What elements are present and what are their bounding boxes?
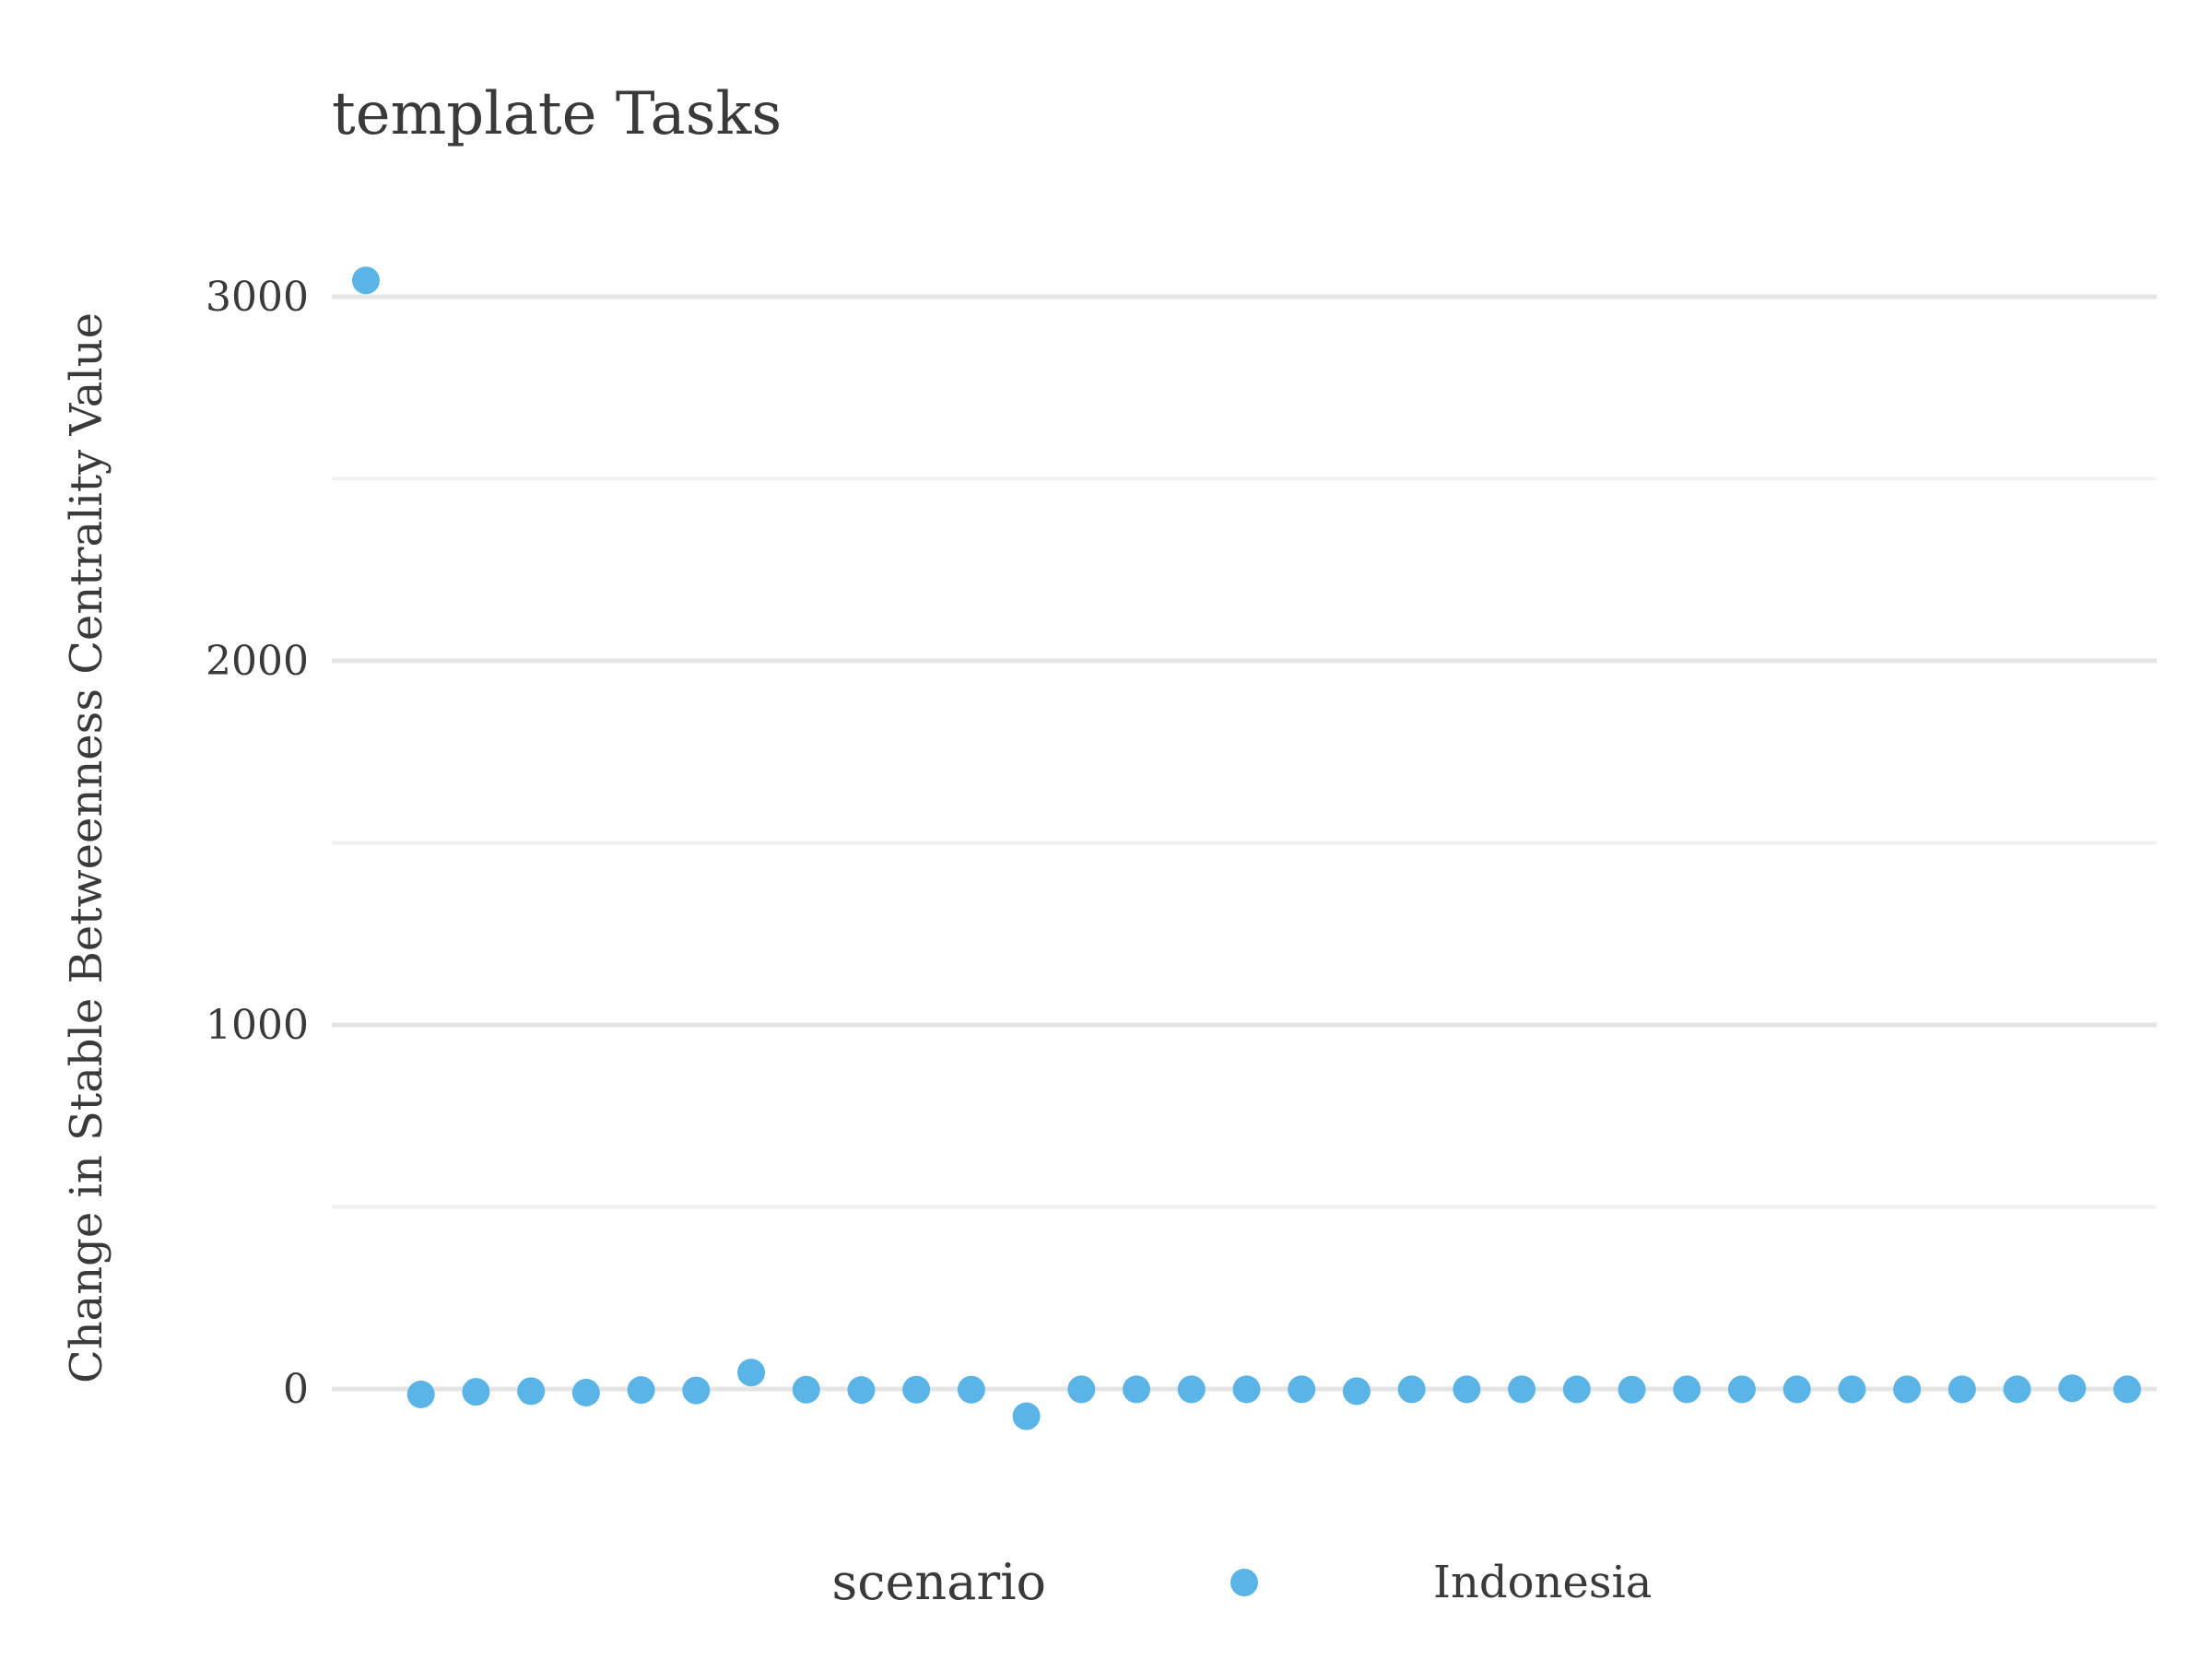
legend-key-indonesia [1230, 1569, 1258, 1596]
data-point [1893, 1375, 1922, 1404]
data-point [1508, 1375, 1536, 1404]
legend-label-indonesia: Indonesia [1433, 1557, 1652, 1608]
data-point [571, 1378, 600, 1406]
data-point [1783, 1375, 1811, 1404]
legend: scenario Indonesia [832, 1553, 1653, 1611]
data-point [1232, 1375, 1261, 1404]
data-point [737, 1359, 766, 1387]
data-point [1397, 1375, 1426, 1404]
data-point [1177, 1375, 1206, 1404]
data-point [1727, 1375, 1756, 1404]
data-point [1288, 1375, 1316, 1404]
y-tick-label: 2000 [206, 638, 309, 685]
y-tick-label: 1000 [206, 1002, 309, 1049]
data-point [1453, 1375, 1481, 1404]
data-point [1562, 1375, 1591, 1404]
data-point [1618, 1375, 1646, 1404]
data-point [2003, 1375, 2031, 1404]
legend-title: scenario [832, 1553, 1046, 1611]
data-point [462, 1378, 490, 1406]
data-point [517, 1377, 546, 1406]
grid [332, 294, 2157, 1392]
data-point [406, 1380, 435, 1408]
data-point [682, 1376, 711, 1405]
y-ticks: 0 1000 2000 3000 [206, 274, 309, 1413]
data-point [792, 1375, 820, 1404]
data-point [902, 1375, 931, 1404]
data-point [352, 266, 380, 295]
data-point [2113, 1375, 2141, 1404]
data-point [1673, 1375, 1701, 1404]
data-point [627, 1376, 655, 1405]
y-tick-label: 0 [283, 1366, 309, 1413]
data-point [1067, 1375, 1096, 1404]
data-point [1012, 1402, 1041, 1430]
data-points [352, 266, 2141, 1430]
data-point [957, 1375, 985, 1404]
chart-title: template Tasks [332, 80, 782, 148]
data-point [1342, 1377, 1371, 1406]
data-point [1838, 1375, 1866, 1404]
data-point [2058, 1374, 2087, 1403]
data-point [847, 1376, 876, 1405]
data-point [1123, 1375, 1151, 1404]
y-tick-label: 3000 [206, 274, 309, 321]
y-axis-label: Change in Stable Betweenness Centrality … [61, 312, 112, 1383]
data-point [1947, 1375, 1976, 1404]
